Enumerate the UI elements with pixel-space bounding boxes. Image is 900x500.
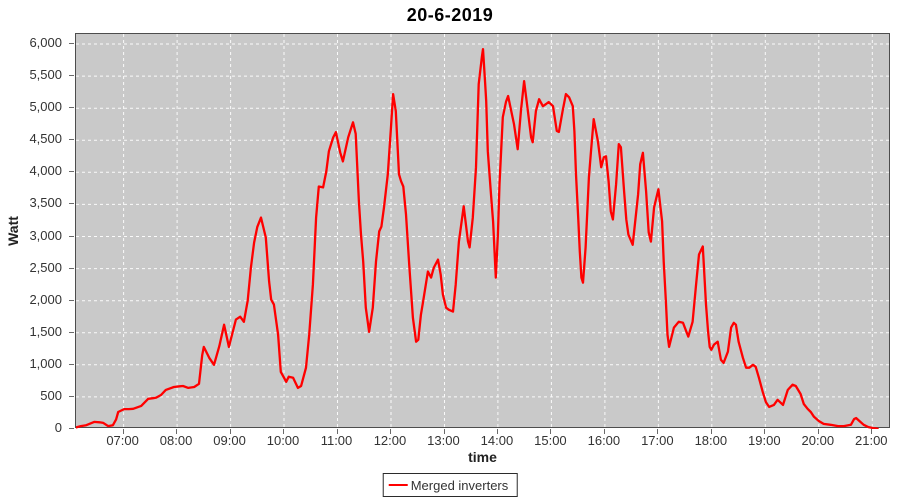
y-tick-mark <box>69 171 74 173</box>
y-tick-mark <box>69 331 74 333</box>
chart-title: 20-6-2019 <box>406 5 494 25</box>
x-tick-label: 12:00 <box>373 433 407 448</box>
y-tick-label: 4,500 <box>29 131 62 147</box>
legend-line-swatch <box>388 484 408 486</box>
x-tick-label: 21:00 <box>855 433 888 448</box>
y-tick-mark <box>69 75 74 77</box>
legend: Merged inverters <box>382 473 518 497</box>
y-tick-label: 2,000 <box>29 291 62 307</box>
x-tick-mark <box>496 429 498 434</box>
x-tick-mark <box>229 429 231 434</box>
x-tick-mark <box>122 429 124 434</box>
x-tick-label: 19:00 <box>748 433 781 448</box>
x-tick-label: 10:00 <box>266 433 300 448</box>
y-tick-label: 1,000 <box>29 355 62 371</box>
x-tick-label: 16:00 <box>587 433 621 448</box>
gridlines <box>76 34 891 429</box>
y-tick-mark <box>69 43 74 44</box>
y-tick-mark <box>69 203 74 205</box>
y-tick-label: 0 <box>54 420 62 435</box>
x-tick-mark <box>550 429 552 434</box>
x-tick-mark <box>710 429 712 434</box>
x-tick-label: 20:00 <box>801 433 835 448</box>
y-tick-mark <box>69 267 74 269</box>
y-tick-label: 3,000 <box>29 227 62 243</box>
x-tick-mark <box>657 429 659 434</box>
x-tick-mark <box>603 429 605 434</box>
x-tick-mark <box>390 429 391 434</box>
plot-area <box>75 33 891 429</box>
x-tick-label: 07:00 <box>106 433 139 448</box>
y-tick-mark <box>69 107 74 109</box>
x-tick-mark <box>176 429 178 434</box>
x-tick-label: 09:00 <box>213 433 246 448</box>
y-tick-label: 3,500 <box>29 195 62 211</box>
y-tick-mark <box>69 395 74 397</box>
x-tick-mark <box>764 429 766 434</box>
x-tick-mark <box>817 429 819 434</box>
x-tick-mark <box>283 429 284 434</box>
x-tick-label: 15:00 <box>534 433 567 448</box>
x-tick-label: 11:00 <box>320 433 353 448</box>
series-line <box>76 47 879 429</box>
y-tick-label: 500 <box>40 387 62 403</box>
y-tick-mark <box>69 139 74 141</box>
y-tick-label: 5,500 <box>29 67 62 83</box>
x-axis-title: time <box>468 449 497 465</box>
x-tick-label: 13:00 <box>427 433 460 448</box>
y-tick-label: 6,000 <box>29 35 62 50</box>
y-tick-label: 2,500 <box>29 259 62 275</box>
x-tick-label: 17:00 <box>641 433 674 448</box>
y-tick-mark <box>69 299 74 301</box>
x-tick-label: 18:00 <box>694 433 728 448</box>
y-tick-mark <box>69 363 74 365</box>
plot-svg <box>76 34 891 429</box>
legend-label: Merged inverters <box>410 477 509 493</box>
x-tick-mark <box>336 429 338 434</box>
x-tick-mark <box>871 429 873 434</box>
y-tick-mark <box>69 428 74 429</box>
x-tick-mark <box>443 429 445 434</box>
y-tick-label: 4,000 <box>29 163 62 179</box>
y-tick-label: 5,000 <box>29 99 62 115</box>
x-tick-label: 08:00 <box>159 433 193 448</box>
x-tick-label: 14:00 <box>480 433 514 448</box>
y-tick-label: 1,500 <box>29 323 62 339</box>
y-tick-mark <box>69 235 74 237</box>
